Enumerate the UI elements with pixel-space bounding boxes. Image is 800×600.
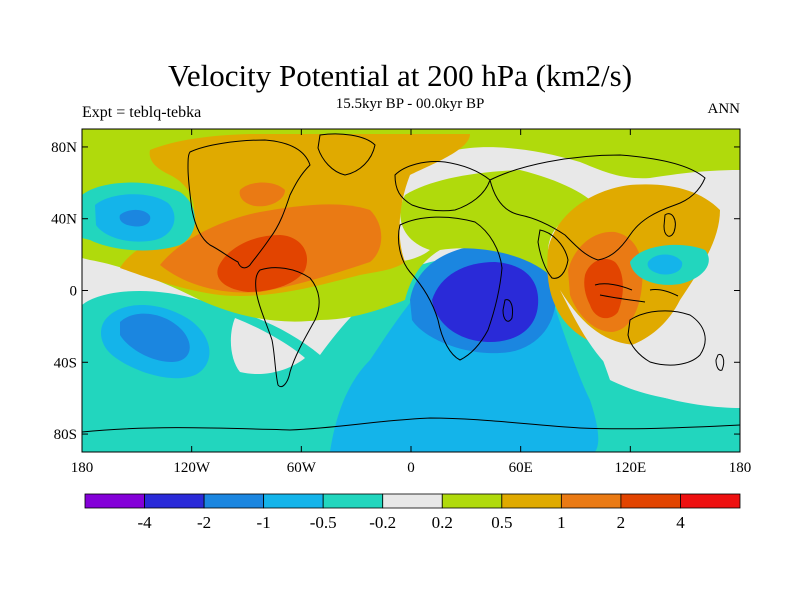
- y-tick-label: 40S: [54, 355, 77, 371]
- colorbar-label: 0.5: [491, 513, 512, 532]
- colorbar-label: -2: [197, 513, 211, 532]
- west-pacific-minimum-core: [647, 254, 683, 275]
- plot-title: Velocity Potential at 200 hPa (km2/s): [167, 58, 633, 93]
- europe-coast: [394, 161, 491, 212]
- x-tick-label: 180: [729, 460, 752, 476]
- y-tick-label: 80S: [54, 427, 77, 443]
- indian-ocean-minimum: [432, 262, 539, 342]
- colorbar-label: 4: [676, 513, 685, 532]
- colorbar: -4 -2 -1 -0.5 -0.2 0.2 0.5 1 2 4: [84, 493, 741, 532]
- colorbar-swatch: [501, 493, 562, 509]
- new-zealand-coast: [715, 353, 725, 371]
- coastlines: [82, 133, 740, 433]
- indonesia-islands: [594, 283, 679, 303]
- experiment-label: Expt = teblq-tebka: [82, 104, 202, 121]
- south-america-coast: [255, 267, 320, 388]
- north-pacific-minimum: [119, 209, 151, 227]
- south-pacific-minimum: [120, 313, 190, 362]
- india-coast: [537, 229, 569, 279]
- longitude-axis: 180 120W 60W 0 60E 120E 180: [71, 129, 752, 476]
- y-tick-label: 80N: [51, 140, 77, 156]
- colorbar-swatch: [144, 493, 205, 509]
- latitude-axis: 80N 40N 0 40S 80S: [51, 140, 740, 443]
- greenland-coast: [317, 133, 376, 176]
- x-tick-label: 180: [71, 460, 94, 476]
- colorbar-swatch: [322, 493, 384, 509]
- colorbar-label: -4: [137, 513, 152, 532]
- africa-coast: [397, 216, 503, 361]
- x-tick-label: 120E: [614, 460, 646, 476]
- colorbar-swatch: [620, 493, 681, 509]
- central-america-maximum: [217, 235, 308, 292]
- colorbar-swatch: [441, 493, 503, 509]
- colorbar-label: -1: [257, 513, 271, 532]
- colorbar-label: 0.2: [432, 513, 453, 532]
- season-label: ANN: [707, 101, 741, 117]
- labrador-orange: [239, 182, 285, 207]
- colorbar-label: -0.5: [310, 513, 337, 532]
- southern-light-band: [560, 290, 740, 408]
- madagascar-coast: [502, 299, 513, 322]
- colorbar-swatch: [84, 493, 145, 509]
- colorbar-swatch: [263, 493, 324, 509]
- asia-coast: [489, 154, 706, 261]
- maritime-continent-maximum: [584, 258, 623, 319]
- colorbar-swatch: [382, 493, 443, 509]
- colorbar-label: 1: [557, 513, 566, 532]
- y-tick-label: 40N: [51, 212, 77, 228]
- x-tick-label: 0: [407, 460, 415, 476]
- australia-coast: [627, 310, 706, 366]
- x-tick-label: 120W: [173, 460, 211, 476]
- x-tick-label: 60E: [509, 460, 533, 476]
- colorbar-swatch: [680, 493, 741, 509]
- colorbar-swatch: [560, 493, 622, 509]
- colorbar-label: -0.2: [369, 513, 396, 532]
- japan-coast: [663, 213, 676, 237]
- colorbar-label: 2: [617, 513, 626, 532]
- southern-far-west-light: [230, 318, 305, 375]
- y-tick-label: 0: [70, 284, 78, 300]
- antarctica-coast: [82, 417, 740, 433]
- x-tick-label: 60W: [287, 460, 317, 476]
- velocity-potential-field: [82, 129, 740, 452]
- colorbar-swatch: [203, 493, 265, 509]
- north-america-coast: [187, 139, 311, 269]
- plot-subtitle: 15.5kyr BP - 00.0kyr BP: [335, 96, 485, 112]
